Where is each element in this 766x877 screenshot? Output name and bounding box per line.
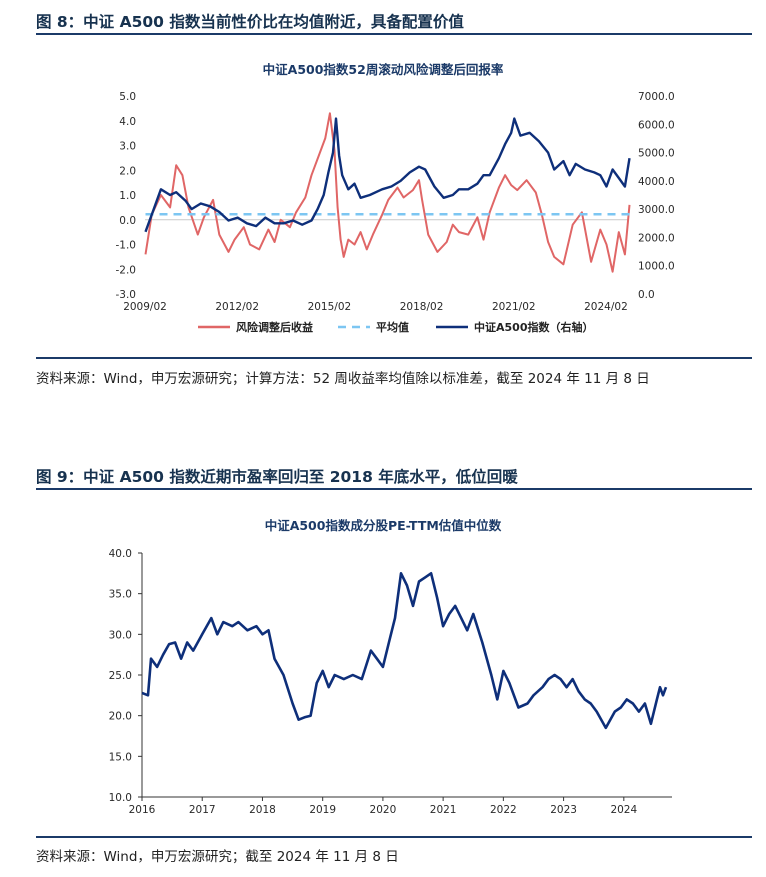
x-tick-label: 2022 <box>490 804 517 816</box>
figure8-title: 图 8：中证 A500 指数当前性价比在均值附近，具备配置价值 <box>36 13 464 31</box>
figure9-bottom-rule <box>36 836 752 838</box>
x-tick-label: 2021 <box>430 804 457 816</box>
y-right-tick-label: 0.0 <box>638 289 655 301</box>
x-tick-label: 2024 <box>610 804 637 816</box>
x-tick-label: 2020 <box>370 804 397 816</box>
pe-ttm-median-line <box>141 572 668 730</box>
y-tick-label: 25.0 <box>109 670 132 682</box>
figure9-top-rule <box>36 488 752 490</box>
figure9-source: 资料来源：Wind，申万宏源研究；截至 2024 年 11 月 8 日 <box>36 849 399 865</box>
y-tick-label: 40.0 <box>109 548 132 560</box>
figure8-bottom-rule <box>36 357 752 359</box>
figure9-title: 图 9：中证 A500 指数近期市盈率回归至 2018 年底水平，低位回暖 <box>36 468 518 486</box>
x-tick-label: 2015/02 <box>308 301 352 313</box>
y-left-tick-label: 5.0 <box>119 91 136 103</box>
legend-risk-adjusted-label: 风险调整后收益 <box>236 320 313 334</box>
x-tick-label: 2021/02 <box>492 301 536 313</box>
y-left-tick-label: 2.0 <box>119 165 136 177</box>
x-tick-label: 2012/02 <box>215 301 259 313</box>
y-tick-label: 10.0 <box>109 792 132 804</box>
risk-adjusted-return-line <box>144 112 631 273</box>
y-left-tick-label: 3.0 <box>119 141 136 153</box>
chart-title: 中证A500指数52周滚动风险调整后回报率 <box>263 62 504 77</box>
y-right-tick-label: 5000.0 <box>638 148 675 160</box>
y-left-tick-label: -3.0 <box>116 289 137 301</box>
y-right-tick-label: 1000.0 <box>638 261 675 273</box>
x-tick-label: 2018 <box>249 804 276 816</box>
x-tick-label: 2019 <box>309 804 336 816</box>
chart-title: 中证A500指数成分股PE-TTM估值中位数 <box>265 518 502 533</box>
figure8-top-rule <box>36 33 752 35</box>
y-tick-label: 30.0 <box>109 629 132 641</box>
y-right-tick-label: 3000.0 <box>638 204 675 216</box>
y-tick-label: 20.0 <box>109 711 132 723</box>
figure8-chart: 中证A500指数52周滚动风险调整后回报率 -3.0 -2.0 -1.0 0.0 1.0 2… <box>116 62 675 334</box>
y-left-tick-label: -2.0 <box>116 264 137 276</box>
y-left-tick-label: 0.0 <box>119 215 136 227</box>
figure8-source: 资料来源：Wind，申万宏源研究；计算方法：52 周收益率均值除以标准差，截至 … <box>36 371 650 387</box>
y-right-tick-label: 7000.0 <box>638 91 675 103</box>
legend-mean-label: 平均值 <box>376 320 409 334</box>
x-tick-label: 2017 <box>189 804 216 816</box>
x-tick-label: 2018/02 <box>400 301 444 313</box>
y-right-tick-label: 2000.0 <box>638 232 675 244</box>
x-tick-label: 2023 <box>550 804 577 816</box>
y-left-tick-label: 4.0 <box>119 116 136 128</box>
x-tick-label: 2024/02 <box>584 301 628 313</box>
y-tick-label: 15.0 <box>109 751 132 763</box>
legend-index-label: 中证A500指数（右轴） <box>474 320 593 334</box>
x-tick-label: 2016 <box>129 804 156 816</box>
y-right-tick-label: 6000.0 <box>638 119 675 131</box>
y-left-tick-label: 1.0 <box>119 190 136 202</box>
y-tick-label: 35.0 <box>109 589 132 601</box>
y-right-tick-label: 4000.0 <box>638 176 675 188</box>
x-tick-label: 2009/02 <box>123 301 167 313</box>
a500-index-line <box>144 117 631 233</box>
y-left-tick-label: -1.0 <box>116 240 137 252</box>
